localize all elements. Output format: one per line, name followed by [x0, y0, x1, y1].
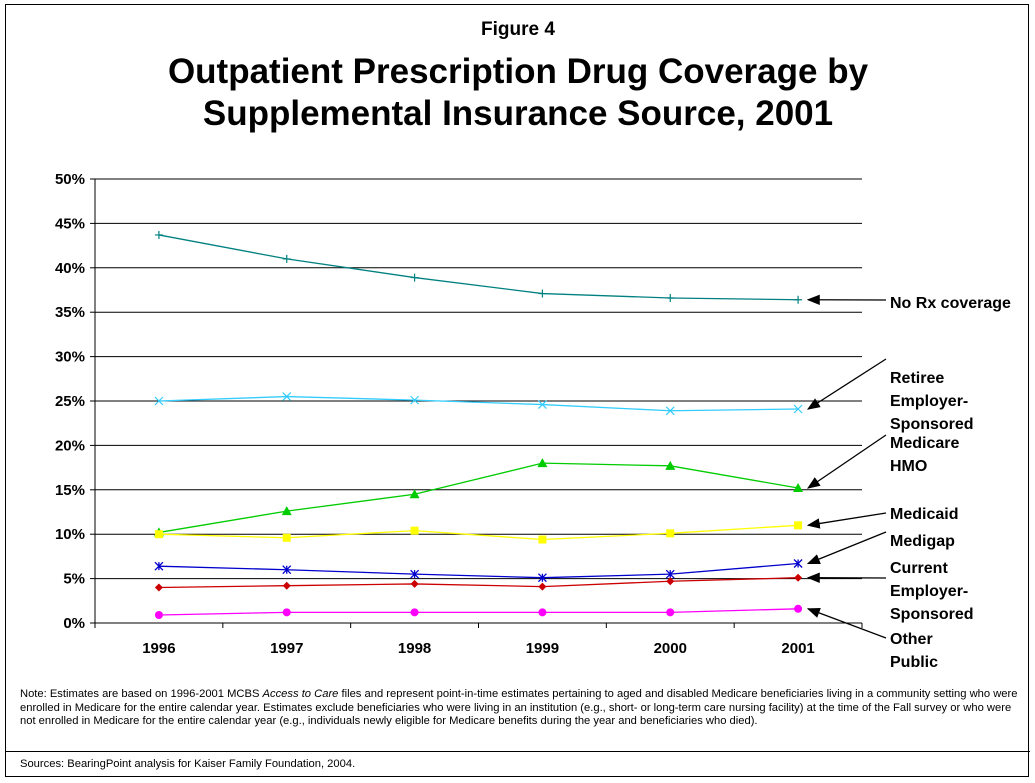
data-point: [281, 506, 292, 516]
series-label: No Rx coverage: [890, 295, 1011, 312]
series-label-arrow: [806, 608, 887, 639]
y-tick-label: 30%: [55, 349, 85, 366]
x-tick-label: 1996: [142, 640, 175, 657]
data-point: [282, 533, 291, 542]
y-tick-label: 0%: [63, 615, 85, 632]
figure-label: Figure 4: [481, 19, 555, 40]
data-point: [665, 569, 675, 579]
figure-frame: Figure 4 Outpatient Prescription Drug Co…: [5, 4, 1030, 777]
data-point: [410, 569, 420, 579]
data-point: [282, 254, 291, 263]
line-chart: 0% 5% 10% 15% 20% 25% 30% 35% 40% 45% 50% 1996 1997 1…: [55, 171, 1011, 671]
data-point: [154, 611, 163, 620]
data-point: [537, 458, 548, 468]
footnote-suffix: files and represent point-in-time estima…: [20, 688, 1018, 727]
series-line: [158, 608, 799, 616]
divider: [6, 751, 1030, 752]
chart-title-line-1: Outpatient Prescription Drug Coverage by: [167, 52, 869, 91]
data-point: [794, 573, 803, 582]
footnote-italic: Access to Care: [262, 688, 339, 700]
data-point: [410, 273, 419, 282]
data-point: [538, 289, 547, 298]
data-point: [410, 579, 419, 588]
data-point: [537, 573, 547, 583]
series-label: Current: [890, 560, 948, 577]
series-label: Medicaid: [890, 506, 958, 523]
series-label: Medigap: [890, 533, 955, 550]
data-point: [794, 604, 803, 613]
data-point: [793, 404, 803, 414]
chart-title-line-2: Supplemental Insurance Source, 2001: [202, 94, 834, 133]
x-tick-label: 2000: [654, 640, 687, 657]
x-tick-label: 1999: [526, 640, 559, 657]
data-point: [154, 561, 164, 571]
series-line: [158, 395, 799, 412]
series-label-arrow: [806, 358, 887, 410]
data-point: [410, 608, 419, 617]
data-point: [793, 559, 803, 568]
data-point: [409, 489, 420, 499]
x-tick-label: 2001: [781, 640, 814, 657]
y-tick-label: 35%: [55, 304, 85, 321]
y-tick-label: 40%: [55, 260, 85, 277]
series-label: Employer-: [890, 393, 968, 410]
data-point: [665, 460, 676, 470]
data-point: [666, 608, 675, 617]
data-point: [282, 581, 291, 590]
series-line: [158, 577, 799, 589]
data-point: [410, 395, 420, 405]
x-tick-label: 1997: [270, 640, 303, 657]
y-tick-label: 10%: [55, 526, 85, 543]
series-label: Public: [890, 654, 938, 671]
series-label: Sponsored: [890, 606, 974, 623]
data-point: [282, 565, 292, 575]
series-label: HMO: [890, 458, 927, 475]
footnote: Note: Estimates are based on 1996-2001 M…: [20, 688, 1025, 729]
y-tick-label: 45%: [55, 215, 85, 232]
data-point: [538, 608, 547, 617]
series-line: [158, 462, 799, 534]
y-tick-label: 15%: [55, 482, 85, 499]
series-label-arrow: [806, 531, 887, 565]
data-point: [538, 582, 547, 591]
series-label: Employer-: [890, 583, 968, 600]
data-point: [666, 293, 675, 302]
y-tick-label: 5%: [63, 571, 85, 588]
data-point: [666, 577, 675, 586]
data-point: [794, 295, 803, 304]
series-label: Sponsored: [890, 416, 974, 433]
series-line: [158, 562, 799, 579]
data-point: [282, 392, 292, 401]
data-point: [410, 526, 419, 535]
data-point: [794, 521, 803, 530]
series-label-arrow: [807, 434, 887, 489]
series-label: Retiree: [890, 370, 944, 387]
y-tick-label: 50%: [55, 171, 85, 188]
data-point: [665, 406, 675, 416]
y-tick-label: 25%: [55, 393, 85, 410]
data-point: [538, 535, 547, 544]
data-point: [537, 400, 547, 409]
series-line: [158, 234, 799, 301]
data-point: [154, 396, 164, 406]
data-point: [154, 583, 163, 592]
series-line: [158, 524, 799, 541]
data-point: [793, 483, 804, 493]
data-point: [666, 529, 675, 538]
chart-title: Outpatient Prescription Drug Coverage by…: [6, 51, 1030, 135]
data-point: [154, 230, 163, 239]
data-point: [282, 608, 291, 617]
data-point: [154, 530, 163, 539]
x-tick-label: 1998: [398, 640, 431, 657]
sources-note: Sources: BearingPoint analysis for Kaise…: [20, 758, 356, 770]
series-label-arrow: [806, 512, 887, 529]
y-tick-label: 20%: [55, 437, 85, 454]
footnote-prefix: Note: Estimates are based on 1996-2001 M…: [20, 688, 263, 700]
series-label: Other: [890, 631, 933, 648]
series-label: Medicare: [890, 435, 959, 452]
